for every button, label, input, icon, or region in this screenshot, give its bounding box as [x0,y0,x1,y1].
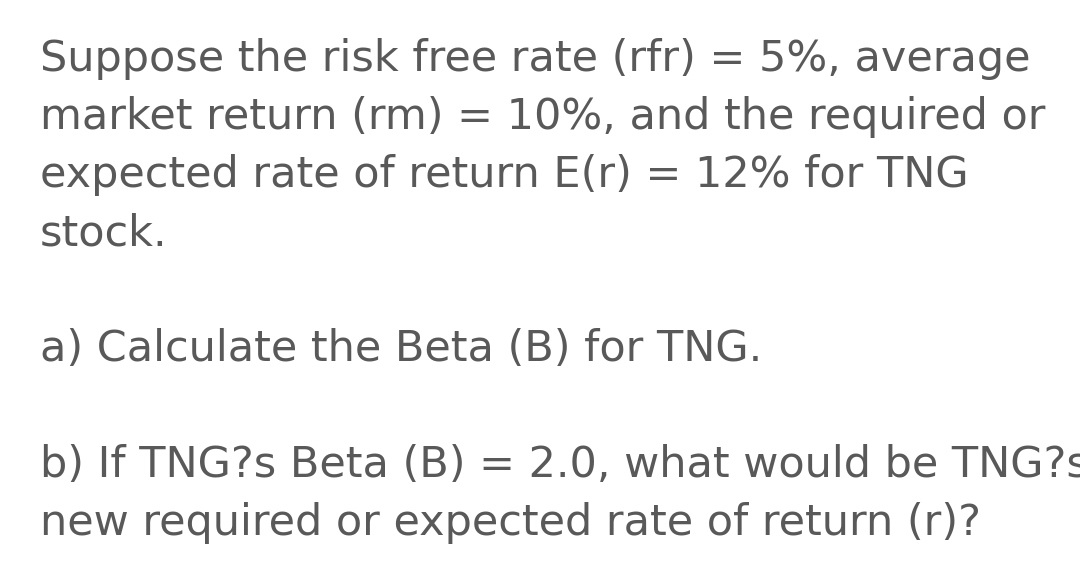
Text: stock.: stock. [40,212,167,254]
Text: Suppose the risk free rate (rfr) = 5%, average: Suppose the risk free rate (rfr) = 5%, a… [40,38,1030,80]
Text: a) Calculate the Beta (B) for TNG.: a) Calculate the Beta (B) for TNG. [40,328,762,370]
Text: expected rate of return E(r) = 12% for TNG: expected rate of return E(r) = 12% for T… [40,154,969,196]
Text: b) If TNG?s Beta (B) = 2.0, what would be TNG?s: b) If TNG?s Beta (B) = 2.0, what would b… [40,444,1080,486]
Text: market return (rm) = 10%, and the required or: market return (rm) = 10%, and the requir… [40,96,1045,138]
Text: new required or expected rate of return (r)?: new required or expected rate of return … [40,502,981,544]
